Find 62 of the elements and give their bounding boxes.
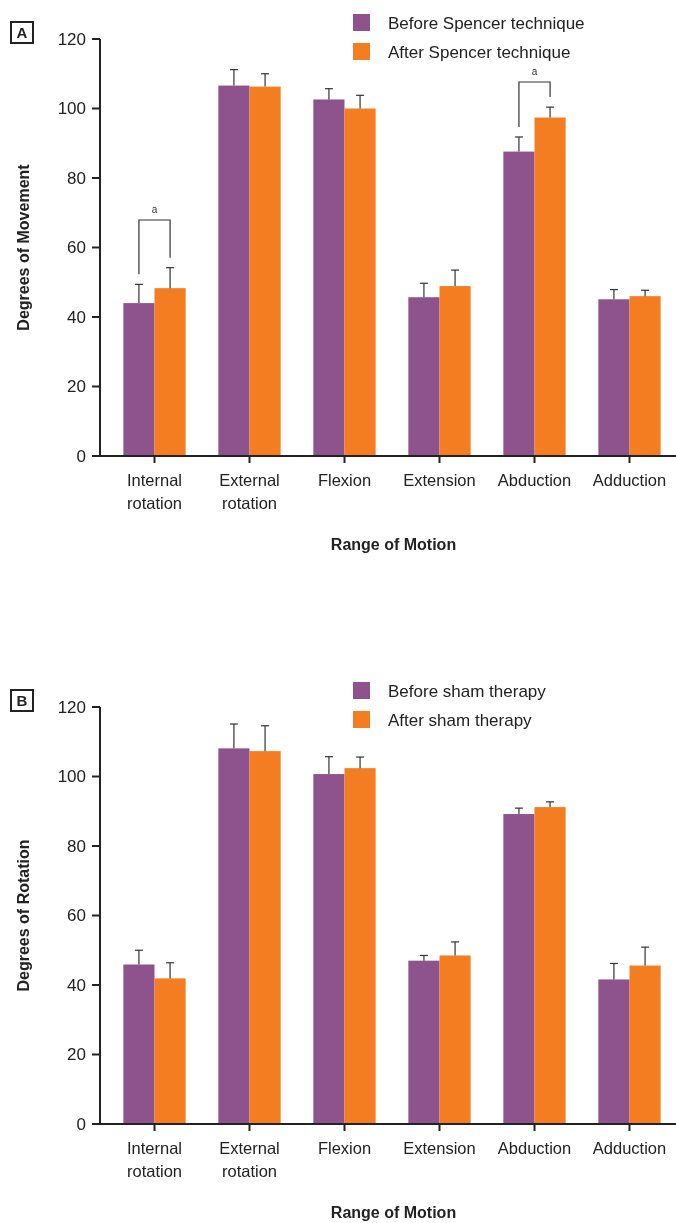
- bar: [154, 978, 186, 1124]
- bar: [408, 297, 440, 456]
- x-tick-label: Adduction: [592, 1139, 667, 1157]
- bar: [534, 807, 566, 1124]
- legend-label: After sham therapy: [388, 710, 533, 730]
- bar: [598, 979, 630, 1124]
- x-tick-label: Internal rotation: [126, 471, 183, 512]
- y-tick-label: 80: [67, 836, 86, 856]
- y-tick-label: 60: [67, 238, 86, 258]
- bar: [629, 296, 661, 456]
- bar: [629, 965, 661, 1124]
- text: A: [16, 24, 28, 42]
- y-axis-title: Degrees of Movement: [15, 163, 32, 331]
- y-tick-label: 40: [67, 307, 86, 327]
- bar: [249, 751, 281, 1124]
- x-tick-label: Extension: [403, 471, 476, 489]
- x-tick-label: Internal rotation: [126, 1139, 183, 1180]
- bar: [218, 85, 250, 456]
- y-tick-label: 100: [57, 99, 86, 119]
- bar: [534, 117, 566, 456]
- bar: [408, 960, 440, 1124]
- y-axis-title: Degrees of Rotation: [15, 839, 32, 992]
- x-tick-label: Adduction: [592, 471, 667, 489]
- y-tick-label: 80: [67, 168, 86, 188]
- y-tick-label: 20: [67, 377, 86, 397]
- y-tick-label: 0: [76, 1114, 86, 1134]
- bar: [439, 955, 471, 1124]
- legend-label: Before sham therapy: [388, 681, 547, 701]
- bar: [218, 748, 250, 1124]
- x-tick-label: Abduction: [497, 1139, 572, 1157]
- bar: [123, 303, 155, 456]
- annotation: a: [151, 204, 158, 215]
- bar: [313, 99, 345, 456]
- bar: [344, 768, 376, 1124]
- x-axis-title: Range of Motion: [330, 536, 457, 553]
- y-tick-label: 60: [67, 906, 86, 926]
- x-tick-label: External rotation: [219, 471, 280, 512]
- y-tick-label: 0: [76, 446, 86, 466]
- bar: [344, 108, 376, 456]
- y-tick-label: 20: [67, 1045, 86, 1065]
- text: B: [16, 692, 28, 710]
- y-tick-label: 120: [57, 697, 86, 717]
- y-tick-label: 100: [57, 767, 86, 787]
- y-tick-label: 120: [57, 29, 86, 49]
- bar: [313, 774, 345, 1124]
- bar: [154, 288, 186, 456]
- x-tick-label: Extension: [403, 1139, 476, 1157]
- legend-label: After Spencer technique: [388, 42, 571, 62]
- bar: [439, 286, 471, 456]
- bar: [503, 814, 535, 1124]
- bar: [503, 151, 535, 456]
- x-tick-label: Abduction: [497, 471, 572, 489]
- x-axis-title: Range of Motion: [330, 1204, 457, 1221]
- annotation: a: [531, 66, 538, 77]
- y-tick-label: 40: [67, 975, 86, 995]
- x-tick-label: External rotation: [219, 1139, 280, 1180]
- bar: [249, 86, 281, 456]
- bar: [123, 964, 155, 1124]
- bar: [598, 299, 630, 456]
- legend-label: Before Spencer technique: [388, 13, 585, 33]
- x-tick-label: Flexion: [317, 471, 372, 489]
- x-tick-label: Flexion: [317, 1139, 372, 1157]
